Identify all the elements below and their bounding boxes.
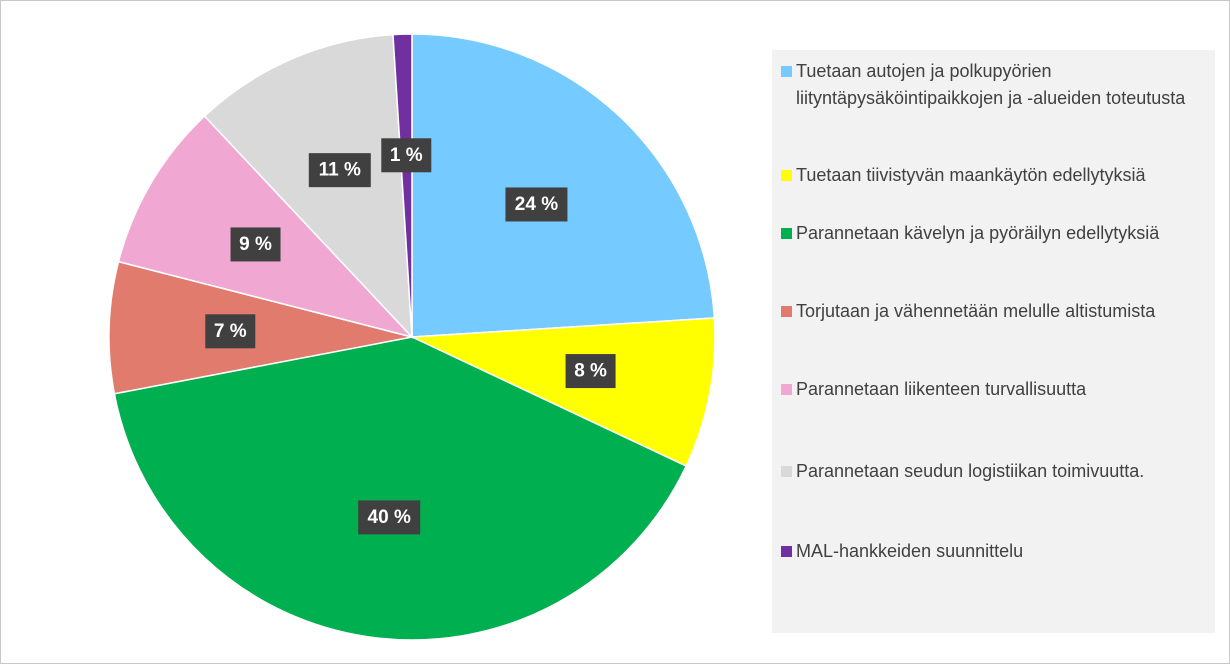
legend-entry: Tuetaan autojen ja polkupyörien liityntä…: [781, 58, 1196, 112]
data-label-text: 24 %: [515, 194, 558, 215]
legend-entry: Torjutaan ja vähennetään melulle altistu…: [781, 298, 1196, 325]
legend-swatch: [781, 170, 792, 181]
pie-slice: [117, 115, 415, 339]
legend-entry: Tuetaan tiivistyvän maankäytön edellytyk…: [781, 162, 1196, 189]
data-label-text: 8 %: [574, 361, 607, 382]
legend-swatch: [781, 306, 792, 317]
legend-label: Tuetaan tiivistyvän maankäytön edellytyk…: [796, 165, 1146, 185]
data-label: 11 %: [308, 153, 371, 188]
data-label: 40 %: [358, 500, 421, 535]
legend-label: Parannetaan seudun logistiikan toimivuut…: [796, 461, 1145, 481]
data-label-box: [381, 138, 432, 173]
legend-label: Tuetaan autojen ja polkupyörien liityntä…: [796, 61, 1186, 108]
legend-swatch: [781, 384, 792, 395]
data-label-box: [308, 153, 371, 188]
data-label-text: 11 %: [319, 160, 361, 181]
pie-slice: [108, 260, 413, 395]
data-label-text: 1 %: [390, 145, 423, 166]
legend-label: Parannetaan kävelyn ja pyöräilyn edellyt…: [796, 223, 1160, 243]
legend-entry: Parannetaan liikenteen turvallisuutta: [781, 376, 1196, 403]
data-label-box: [205, 314, 256, 349]
legend-label: Torjutaan ja vähennetään melulle altistu…: [796, 301, 1156, 321]
pie-slice: [113, 336, 688, 641]
legend-entry: Parannetaan seudun logistiikan toimivuut…: [781, 458, 1196, 485]
data-label-box: [505, 187, 568, 222]
data-label: 24 %: [505, 187, 568, 222]
legend-swatch: [781, 546, 792, 557]
data-label: 8 %: [565, 354, 616, 389]
data-label: 1 %: [381, 138, 432, 173]
data-label-text: 7 %: [214, 321, 247, 342]
data-label: 7 %: [205, 314, 256, 349]
data-label-text: 9 %: [239, 234, 272, 255]
data-label-box: [230, 227, 281, 262]
data-label-text: 40 %: [368, 507, 411, 528]
pie-slice: [411, 33, 716, 338]
pie-slice: [203, 33, 413, 340]
pie-slice: [392, 33, 413, 338]
legend-label: Parannetaan liikenteen turvallisuutta: [796, 379, 1087, 399]
legend-swatch: [781, 228, 792, 239]
legend-entry: MAL-hankkeiden suunnittelu: [781, 538, 1196, 565]
data-label-box: [565, 354, 616, 389]
legend-label: MAL-hankkeiden suunnittelu: [796, 541, 1024, 561]
data-label: 9 %: [230, 227, 281, 262]
legend-swatch: [781, 66, 792, 77]
legend-entry: Parannetaan kävelyn ja pyöräilyn edellyt…: [781, 220, 1196, 247]
legend: Tuetaan autojen ja polkupyörien liityntä…: [772, 50, 1215, 633]
pie-slice: [411, 317, 716, 468]
data-label-box: [358, 500, 421, 535]
legend-swatch: [781, 466, 792, 477]
